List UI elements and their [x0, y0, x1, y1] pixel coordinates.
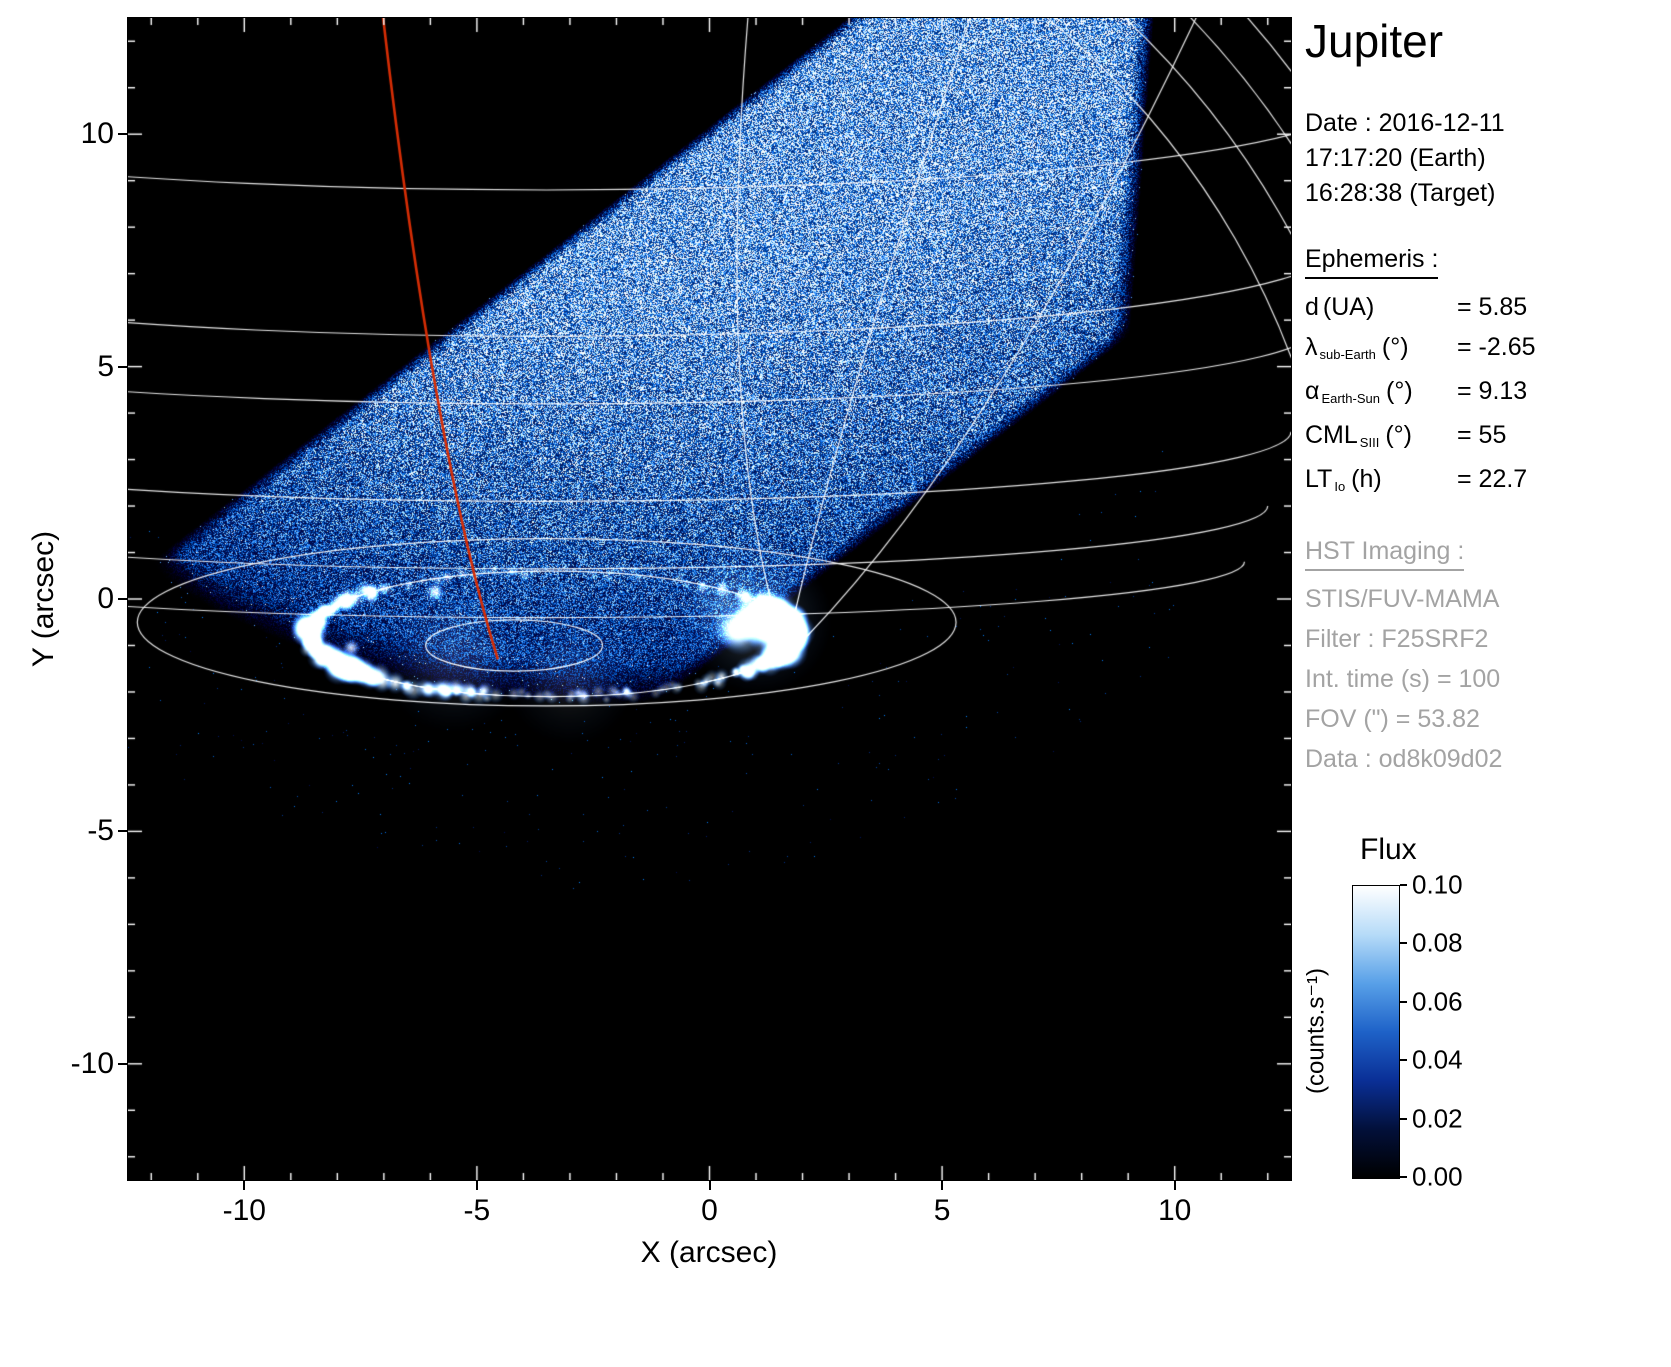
- ephemeris-quantity: λ sub-Earth (°): [1305, 327, 1457, 371]
- colorbar-tick-label: 0.08: [1412, 927, 1463, 958]
- observation-earth-time: 17:17:20 (Earth): [1305, 144, 1486, 172]
- hst-imaging-row: STIS/FUV-MAMA: [1305, 585, 1500, 613]
- y-tick-label: 10: [80, 117, 114, 151]
- ephemeris-symbol: λ: [1305, 333, 1318, 361]
- x-axis-tick: [475, 1181, 478, 1190]
- ephemeris-row: LT Io (h) = 22.7: [1305, 459, 1667, 503]
- ephemeris-value: = -2.65: [1457, 333, 1536, 361]
- colorbar-unit-label: (counts.s⁻¹): [1302, 967, 1330, 1095]
- hst-imaging-row: Int. time (s) = 100: [1305, 665, 1501, 693]
- x-tick-label: 10: [1158, 1194, 1192, 1227]
- ephemeris-row: λ sub-Earth (°) = -2.65: [1305, 327, 1667, 371]
- ephemeris-row: CML SIII (°) = 55: [1305, 415, 1667, 459]
- x-tick-label: 0: [701, 1194, 718, 1227]
- x-axis-tick: [941, 1181, 944, 1190]
- ephemeris-symbol: CML: [1305, 421, 1358, 449]
- y-axis-tick: [118, 1062, 127, 1065]
- observation-block: Date : 2016-12-11 17:17:20 (Earth) 16:28…: [1305, 106, 1667, 211]
- y-tick-label: 0: [97, 582, 114, 615]
- info-panel: Jupiter Date : 2016-12-11 17:17:20 (Eart…: [1305, 14, 1667, 779]
- hst-imaging-row: Data : od8k09d02: [1305, 745, 1503, 773]
- ephemeris-unit: (°): [1381, 333, 1409, 361]
- colorbar-tick-label: 0.06: [1412, 986, 1463, 1017]
- ephemeris-symbol: LT: [1305, 465, 1333, 493]
- jupiter-fuv-image: [128, 18, 1291, 1180]
- observation-target-time: 16:28:38 (Target): [1305, 179, 1496, 207]
- ephemeris-quantity: CML SIII (°): [1305, 415, 1457, 459]
- ephemeris-subscript: Io: [1334, 479, 1346, 494]
- ephemeris-quantity: LT Io (h): [1305, 459, 1457, 503]
- colorbar-tick-label: 0.10: [1412, 869, 1463, 900]
- y-tick-label: -5: [87, 814, 114, 848]
- colorbar-tick: [1400, 1059, 1407, 1062]
- observation-date: Date : 2016-12-11: [1305, 109, 1505, 137]
- x-axis-label: X (arcsec): [640, 1236, 778, 1269]
- ephemeris-value: = 5.85: [1457, 293, 1528, 321]
- hst-imaging-row: Filter : F25SRF2: [1305, 625, 1489, 653]
- ephemeris-symbol: α: [1305, 377, 1320, 405]
- x-tick-label: -10: [222, 1194, 266, 1227]
- ephemeris-section: Ephemeris : d (UA) = 5.85 λ sub-Earth (°) = -2…: [1305, 245, 1667, 503]
- ephemeris-unit: (h): [1351, 465, 1382, 493]
- x-axis-tick: [243, 1181, 246, 1190]
- y-axis-tick: [118, 365, 127, 368]
- colorbar-tick-label: 0.00: [1412, 1161, 1463, 1192]
- y-axis-tick: [118, 598, 127, 600]
- colorbar-tick: [1400, 942, 1407, 945]
- y-axis-tick: [118, 133, 127, 136]
- colorbar-tick: [1400, 1117, 1407, 1120]
- colorbar-title: Flux: [1360, 833, 1417, 866]
- x-axis-tick: [708, 1181, 711, 1190]
- ephemeris-rows: d (UA) = 5.85 λ sub-Earth (°) = -2.65 α Earth-Su…: [1305, 287, 1667, 503]
- colorbar-tick-label: 0.04: [1412, 1044, 1463, 1075]
- ephemeris-subscript: SIII: [1359, 435, 1380, 450]
- ephemeris-value: = 55: [1457, 421, 1507, 449]
- colorbar-tick: [1400, 1000, 1407, 1003]
- ephemeris-symbol: d: [1305, 293, 1319, 321]
- ephemeris-unit: (UA): [1322, 293, 1375, 321]
- colorbar-tick: [1400, 1176, 1407, 1178]
- ephemeris-value: = 9.13: [1457, 377, 1528, 405]
- ephemeris-quantity: α Earth-Sun (°): [1305, 371, 1457, 415]
- hst-imaging-rows: STIS/FUV-MAMA Filter : F25SRF2 Int. time (…: [1305, 579, 1667, 779]
- x-tick-label: 5: [933, 1194, 951, 1227]
- ephemeris-unit: (°): [1386, 377, 1413, 405]
- x-axis-tick: [1173, 1181, 1176, 1190]
- ephemeris-quantity: d (UA): [1305, 287, 1457, 327]
- hst-imaging-row: FOV (") = 53.82: [1305, 705, 1480, 733]
- x-tick-label: -5: [463, 1194, 491, 1227]
- plot-frame: [127, 17, 1292, 1181]
- ephemeris-heading: Ephemeris :: [1305, 245, 1439, 279]
- figure-title: Jupiter: [1305, 15, 1444, 67]
- hst-imaging-section: HST Imaging : STIS/FUV-MAMA Filter : F25S…: [1305, 537, 1667, 779]
- ephemeris-row: d (UA) = 5.85: [1305, 287, 1667, 327]
- ephemeris-subscript: sub-Earth: [1319, 347, 1376, 362]
- hst-imaging-heading: HST Imaging :: [1305, 537, 1465, 571]
- ephemeris-subscript: Earth-Sun: [1321, 391, 1380, 406]
- y-axis-tick: [118, 830, 127, 833]
- colorbar: Flux 0.10 0.08 0.06 0.04 0.02 0.00 (counts.s⁻…: [1290, 833, 1671, 1263]
- ephemeris-row: α Earth-Sun (°) = 9.13: [1305, 371, 1667, 415]
- y-tick-label: -10: [70, 1046, 114, 1080]
- colorbar-gradient: [1352, 885, 1400, 1179]
- y-tick-label: 5: [97, 349, 114, 383]
- ephemeris-value: = 22.7: [1457, 465, 1528, 493]
- colorbar-tick-label: 0.02: [1412, 1103, 1463, 1134]
- ephemeris-unit: (°): [1385, 421, 1412, 449]
- colorbar-tick: [1400, 884, 1407, 886]
